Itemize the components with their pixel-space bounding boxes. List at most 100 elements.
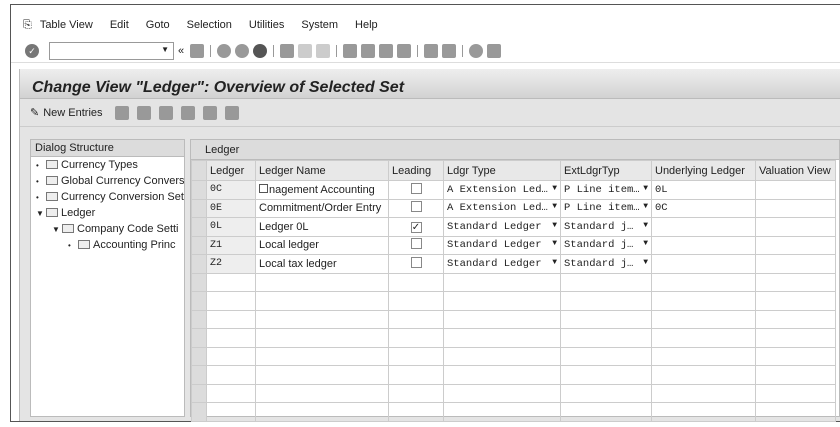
row-selector[interactable] [191,402,207,422]
empty-cell[interactable] [755,291,836,311]
empty-cell[interactable] [443,272,561,292]
next-page-icon[interactable] [379,43,394,58]
collapse-icon[interactable]: « [178,44,185,57]
row-selector[interactable] [191,235,207,255]
ledger-name-cell[interactable]: Commitment/Order Entry [255,198,389,218]
column-header[interactable]: Leading [388,160,444,181]
empty-cell[interactable] [443,328,561,348]
new-entries-button[interactable]: New Entries [43,106,103,119]
tree-item[interactable]: • Accounting Princ [31,237,184,253]
menu-help[interactable]: Help [355,19,378,31]
empty-cell[interactable] [206,328,256,348]
ledger-type-dropdown[interactable]: Standard Ledger ▼ [443,217,561,237]
bullet-icon[interactable]: • [36,161,39,170]
empty-cell[interactable] [255,328,389,348]
row-selector[interactable] [191,198,207,218]
delete-icon[interactable] [136,105,151,120]
column-header[interactable]: Ldgr Type [443,160,561,181]
empty-cell[interactable] [388,309,444,329]
empty-cell[interactable] [651,328,756,348]
empty-cell[interactable] [651,309,756,329]
back-icon[interactable] [217,43,232,58]
ext-ledger-type-dropdown[interactable]: P Line item… ▼ [560,180,652,200]
column-header[interactable]: Valuation View [755,160,836,181]
row-selector[interactable] [191,328,207,348]
deselect-all-icon[interactable] [224,105,239,120]
ext-ledger-type-dropdown[interactable]: P Line item… ▼ [560,198,652,218]
leading-checkbox[interactable]: ✓ [410,221,422,233]
empty-cell[interactable] [206,383,256,403]
empty-cell[interactable] [755,365,836,385]
empty-cell[interactable] [560,346,652,366]
first-page-icon[interactable] [343,43,358,58]
empty-cell[interactable] [206,346,256,366]
empty-cell[interactable] [388,291,444,311]
undo-icon[interactable] [158,105,173,120]
empty-cell[interactable] [388,346,444,366]
empty-cell[interactable] [255,272,389,292]
empty-cell[interactable] [206,291,256,311]
empty-cell[interactable] [443,402,561,422]
valuation-view-cell[interactable] [755,254,836,274]
dropdown-arrow-icon[interactable]: ▼ [552,257,557,267]
empty-cell[interactable] [388,272,444,292]
empty-cell[interactable] [255,365,389,385]
tree-item[interactable]: ▼ Ledger [31,205,184,221]
new-entries-icon[interactable]: ✎ [30,107,40,119]
column-header[interactable]: Underlying Ledger [651,160,756,181]
underlying-ledger-cell[interactable]: 0L [651,180,756,200]
menu-goto[interactable]: Goto [145,19,170,31]
tree-item[interactable]: ▼ Company Code Setti [31,221,184,237]
empty-cell[interactable] [255,383,389,403]
ledger-name-cell[interactable]: Local ledger [255,235,389,255]
ledger-name-cell[interactable]: Ledger 0L [255,217,389,237]
command-field[interactable] [49,41,174,60]
bullet-icon[interactable]: • [36,177,39,186]
row-selector[interactable] [191,346,207,366]
underlying-ledger-cell[interactable] [651,217,756,237]
dropdown-arrow-icon[interactable]: ▼ [643,239,648,249]
row-selector[interactable] [191,254,207,274]
empty-cell[interactable] [651,291,756,311]
tree-item[interactable]: • Global Currency Conversi [31,173,184,189]
exit-icon[interactable] [235,43,250,58]
empty-cell[interactable] [443,346,561,366]
empty-cell[interactable] [755,328,836,348]
empty-cell[interactable] [560,328,652,348]
empty-cell[interactable] [443,291,561,311]
select-all-icon[interactable] [180,105,195,120]
underlying-ledger-cell[interactable]: 0C [651,198,756,218]
leading-checkbox[interactable] [410,238,422,250]
last-page-icon[interactable] [397,43,412,58]
dropdown-arrow-icon[interactable]: ▼ [643,202,648,212]
empty-cell[interactable] [443,383,561,403]
empty-cell[interactable] [755,272,836,292]
layout-icon[interactable] [487,43,502,58]
dropdown-arrow-icon[interactable]: ▼ [643,183,648,193]
ledger-name-cell[interactable]: nagement Accounting [255,180,389,200]
empty-cell[interactable] [560,272,652,292]
empty-cell[interactable] [388,383,444,403]
empty-cell[interactable] [206,402,256,422]
underlying-ledger-cell[interactable] [651,235,756,255]
empty-cell[interactable] [388,328,444,348]
ledger-type-dropdown[interactable]: A Extension Led… ▼ [443,180,561,200]
empty-cell[interactable] [560,291,652,311]
empty-cell[interactable] [651,272,756,292]
empty-cell[interactable] [255,309,389,329]
empty-cell[interactable] [255,346,389,366]
leading-checkbox[interactable] [410,182,422,194]
enter-icon[interactable]: ✓ [25,43,39,58]
leading-checkbox[interactable] [410,256,422,268]
print-icon[interactable] [280,43,295,58]
menu-table-view[interactable]: Table View [39,19,93,31]
bullet-icon[interactable]: • [68,241,71,250]
empty-cell[interactable] [443,309,561,329]
menu-utilities[interactable]: Utilities [248,19,285,31]
ledger-type-dropdown[interactable]: Standard Ledger ▼ [443,254,561,274]
select-block-icon[interactable] [202,105,217,120]
empty-cell[interactable] [388,365,444,385]
empty-cell[interactable] [255,291,389,311]
empty-cell[interactable] [560,365,652,385]
row-selector[interactable] [191,309,207,329]
